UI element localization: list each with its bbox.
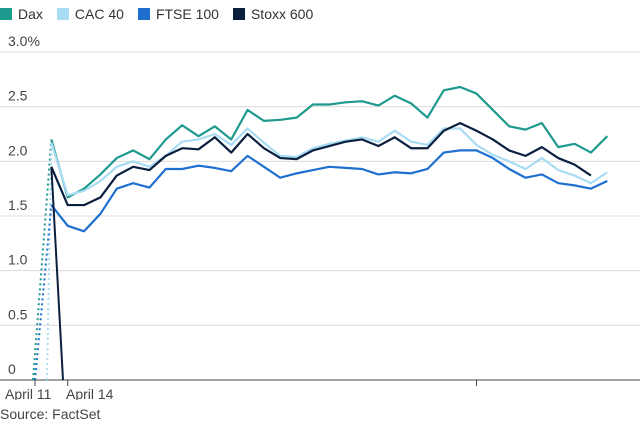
legend-item-ftse-100: FTSE 100 [137,6,219,22]
series-line-cac-40 [50,127,608,197]
y-tick-label: 2.5 [8,88,28,104]
series-gap-cac-40 [46,142,53,381]
y-tick-label: 0.5 [8,306,28,322]
series-line-ftse-100 [50,149,608,233]
x-tick-label: April 11 [5,386,52,400]
legend-label: Stoxx 600 [250,6,314,22]
y-tick-label: 1.0 [8,252,28,268]
legend-swatch [232,8,245,20]
y-tick-label: 3.0% [8,33,40,49]
y-tick-label: 0 [8,361,16,377]
source-note: Source: FactSet [0,406,101,422]
legend-label: CAC 40 [74,6,124,22]
legend-swatch [56,8,69,20]
series-gap-dax [32,139,53,381]
series-gap-ftse-100 [34,204,53,381]
series-line-dax [50,85,609,199]
x-tick-label: April 14 [66,386,114,400]
legend-swatch [137,8,150,20]
legend-swatch [0,8,12,20]
legend-label: Dax [18,6,43,22]
legend-item-cac-40: CAC 40 [56,6,124,22]
y-tick-label: 2.0 [8,142,28,158]
series-gap-stoxx-600 [50,166,64,381]
legend-label: FTSE 100 [155,6,219,22]
y-tick-label: 1.5 [8,197,28,213]
chart-legend: Dax CAC 40 FTSE 100 Stoxx 600 [0,6,313,22]
legend-item-dax: Dax [0,6,43,22]
line-chart: 0 0.5 1.0 1.5 2.0 2.5 3.0% April 11 April 14 [0,33,640,400]
series-line-stoxx-600 [50,121,592,207]
legend-item-stoxx-600: Stoxx 600 [232,6,314,22]
